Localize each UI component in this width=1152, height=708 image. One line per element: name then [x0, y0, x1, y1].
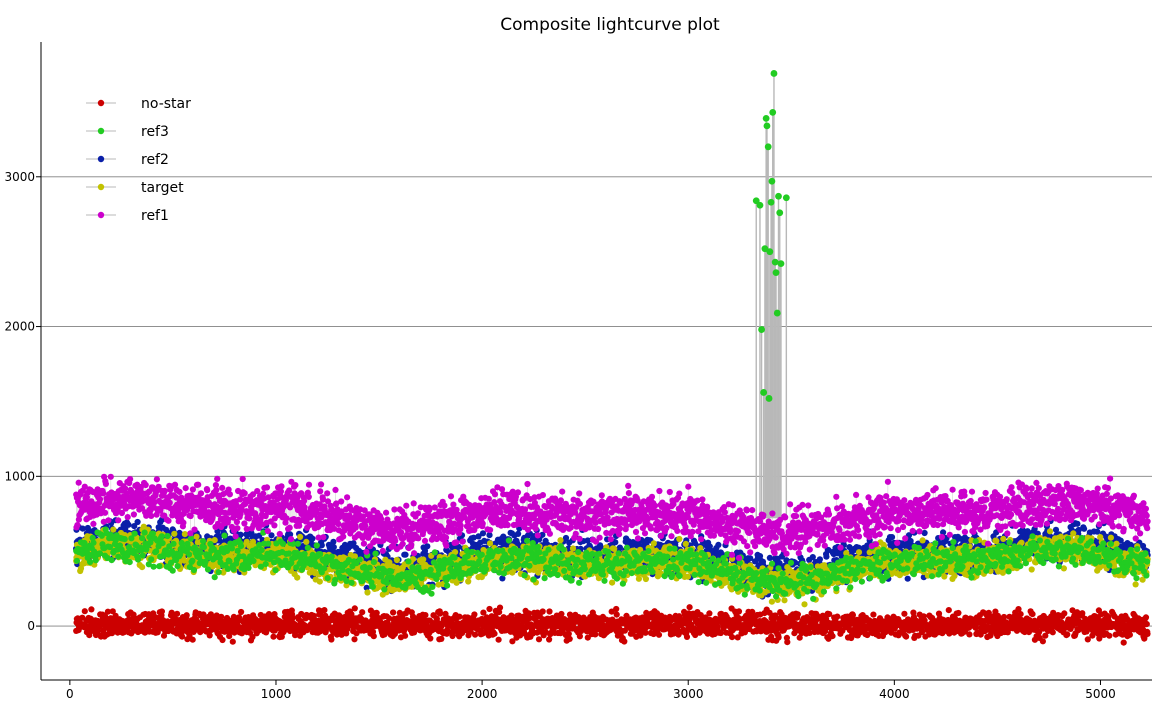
point-target	[420, 556, 427, 563]
point-target	[781, 597, 788, 604]
point-ref2	[131, 523, 138, 530]
point-target	[676, 535, 683, 543]
data-points	[73, 70, 1151, 646]
point-ref2	[888, 534, 896, 541]
point-ref2	[318, 542, 325, 549]
point-target	[855, 549, 863, 556]
point-target	[919, 537, 926, 544]
point-target	[193, 533, 200, 540]
point-ref2	[134, 518, 141, 526]
point-ref2	[287, 531, 294, 538]
point-target	[181, 531, 188, 538]
point-ref2	[424, 543, 431, 550]
point-target	[297, 533, 304, 541]
point-ref2	[766, 554, 774, 562]
point-ref2	[402, 551, 409, 558]
point-ref2	[823, 553, 830, 560]
point-ref2	[616, 544, 624, 551]
point-target	[801, 601, 808, 608]
point-target	[303, 538, 310, 546]
point-target	[642, 575, 650, 583]
point-ref2	[237, 531, 244, 538]
point-ref2	[1081, 525, 1088, 532]
point-ref2	[125, 521, 132, 528]
point-target	[465, 578, 472, 585]
point-ref2	[350, 540, 357, 547]
chart-title: Composite lightcurve plot	[500, 15, 720, 35]
point-ref2	[268, 532, 275, 539]
point-target	[1046, 528, 1054, 535]
point-ref2	[79, 525, 86, 532]
point-ref2	[904, 575, 911, 582]
point-ref2	[816, 556, 824, 563]
point-ref2	[1094, 528, 1101, 535]
point-target	[1028, 566, 1035, 573]
point-target	[364, 589, 371, 596]
point-target	[110, 526, 117, 533]
point-ref2	[1074, 520, 1081, 527]
point-target	[684, 573, 692, 580]
point-ref2	[330, 538, 337, 545]
point-target	[1000, 535, 1007, 543]
point-target	[951, 572, 958, 580]
point-target	[139, 564, 146, 571]
point-target	[393, 556, 400, 564]
point-target	[768, 598, 776, 605]
point-target	[569, 545, 577, 552]
point-target	[171, 530, 178, 537]
point-target	[557, 537, 564, 544]
point-ref2	[515, 530, 522, 538]
point-ref2	[330, 544, 337, 551]
point-target	[650, 540, 657, 547]
point-ref2	[715, 541, 722, 549]
point-target	[316, 578, 323, 585]
point-ref2	[363, 584, 370, 591]
point-target	[486, 540, 494, 547]
point-target	[635, 575, 643, 582]
point-target	[941, 573, 948, 580]
point-ref2	[309, 535, 316, 542]
point-target	[682, 540, 689, 548]
connecting-lines	[76, 73, 1148, 559]
point-target	[294, 574, 301, 581]
point-target	[609, 579, 616, 586]
